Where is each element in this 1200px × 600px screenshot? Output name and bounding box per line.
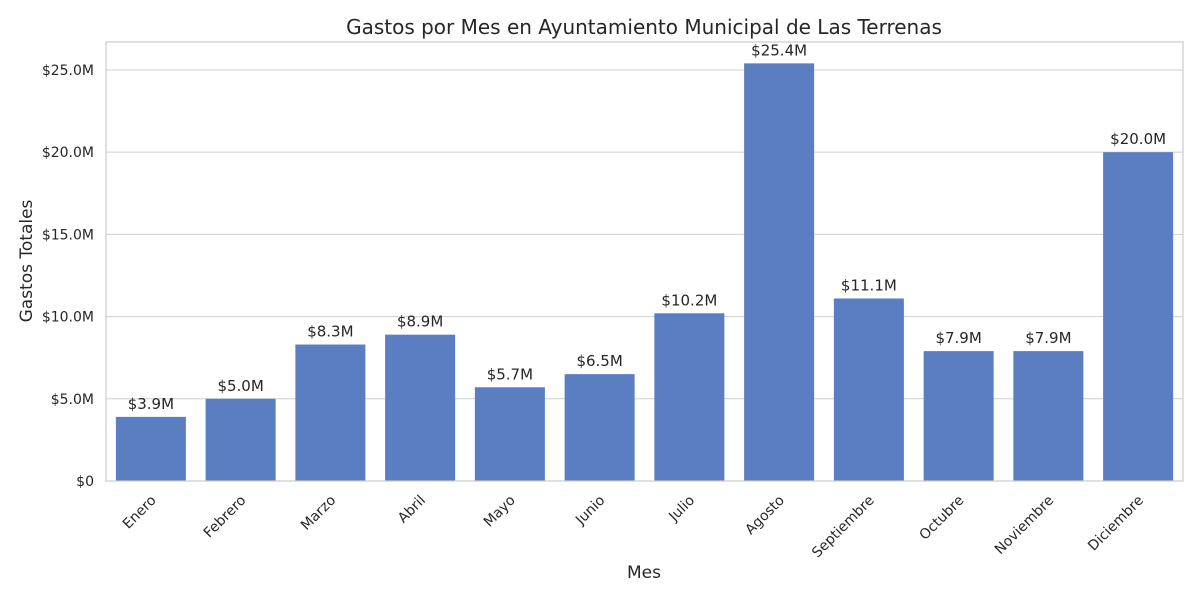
chart-title: Gastos por Mes en Ayuntamiento Municipal… — [346, 15, 942, 39]
bar-agosto — [744, 63, 815, 481]
bar-value-label: $20.0M — [1110, 130, 1166, 148]
bar-value-label: $7.9M — [935, 329, 981, 347]
x-axis-ticks: Enero Febrero Marzo Abril Mayo Junio Julio Agos… — [120, 493, 1147, 562]
bar-enero — [115, 416, 186, 481]
x-tick-label: Agosto — [742, 493, 788, 539]
x-tick-label: Marzo — [298, 493, 339, 534]
y-axis-ticks: $0 $5.0M $10.0M $15.0M $20.0M $25.0M — [42, 63, 94, 490]
bar-value-label: $5.7M — [487, 365, 533, 383]
bar-value-label: $7.9M — [1025, 329, 1071, 347]
bar-noviembre — [1013, 351, 1084, 481]
bar-mayo — [474, 387, 545, 481]
bar-value-label: $8.3M — [307, 323, 353, 341]
bar-julio — [654, 313, 725, 481]
bar-febrero — [205, 398, 276, 481]
plot-frame — [105, 41, 1184, 482]
bar-octubre — [923, 351, 994, 481]
bar-diciembre — [1103, 152, 1174, 481]
y-tick-label: $5.0M — [51, 392, 94, 408]
bar-junio — [564, 374, 635, 481]
y-tick-label: $10.0M — [42, 310, 94, 326]
x-tick-label: Junio — [572, 493, 608, 529]
y-tick-label: $25.0M — [42, 63, 94, 79]
bar-value-label: $8.9M — [397, 313, 443, 331]
bar-value-label: $6.5M — [576, 352, 622, 370]
bar-value-label: $10.2M — [661, 291, 717, 309]
x-tick-label: Mayo — [481, 493, 519, 531]
bar-marzo — [295, 344, 366, 481]
bar-abril — [385, 334, 456, 481]
y-tick-label: $20.0M — [42, 145, 94, 161]
x-tick-label: Enero — [120, 493, 160, 533]
bar-value-labels: $3.9M $5.0M $8.3M $8.9M $5.7M $6.5M $10.2M $25.… — [128, 41, 1166, 413]
x-tick-label: Abril — [395, 493, 429, 527]
y-axis-label: Gastos Totales — [17, 199, 37, 322]
x-tick-label: Noviembre — [992, 493, 1057, 558]
x-tick-label: Febrero — [201, 493, 250, 542]
bar-value-label: $5.0M — [217, 377, 263, 395]
x-axis-label: Mes — [627, 563, 661, 583]
x-tick-label: Septiembre — [809, 493, 878, 562]
bar-value-label: $3.9M — [128, 395, 174, 413]
y-tick-label: $0 — [76, 474, 94, 490]
x-tick-label: Diciembre — [1085, 493, 1147, 555]
bar-septiembre — [833, 298, 904, 481]
bars — [115, 63, 1174, 481]
bar-value-label: $25.4M — [751, 41, 807, 59]
x-tick-label: Julio — [665, 493, 698, 526]
x-tick-label: Octubre — [917, 493, 968, 544]
y-tick-label: $15.0M — [42, 227, 94, 243]
bar-value-label: $11.1M — [841, 276, 897, 294]
